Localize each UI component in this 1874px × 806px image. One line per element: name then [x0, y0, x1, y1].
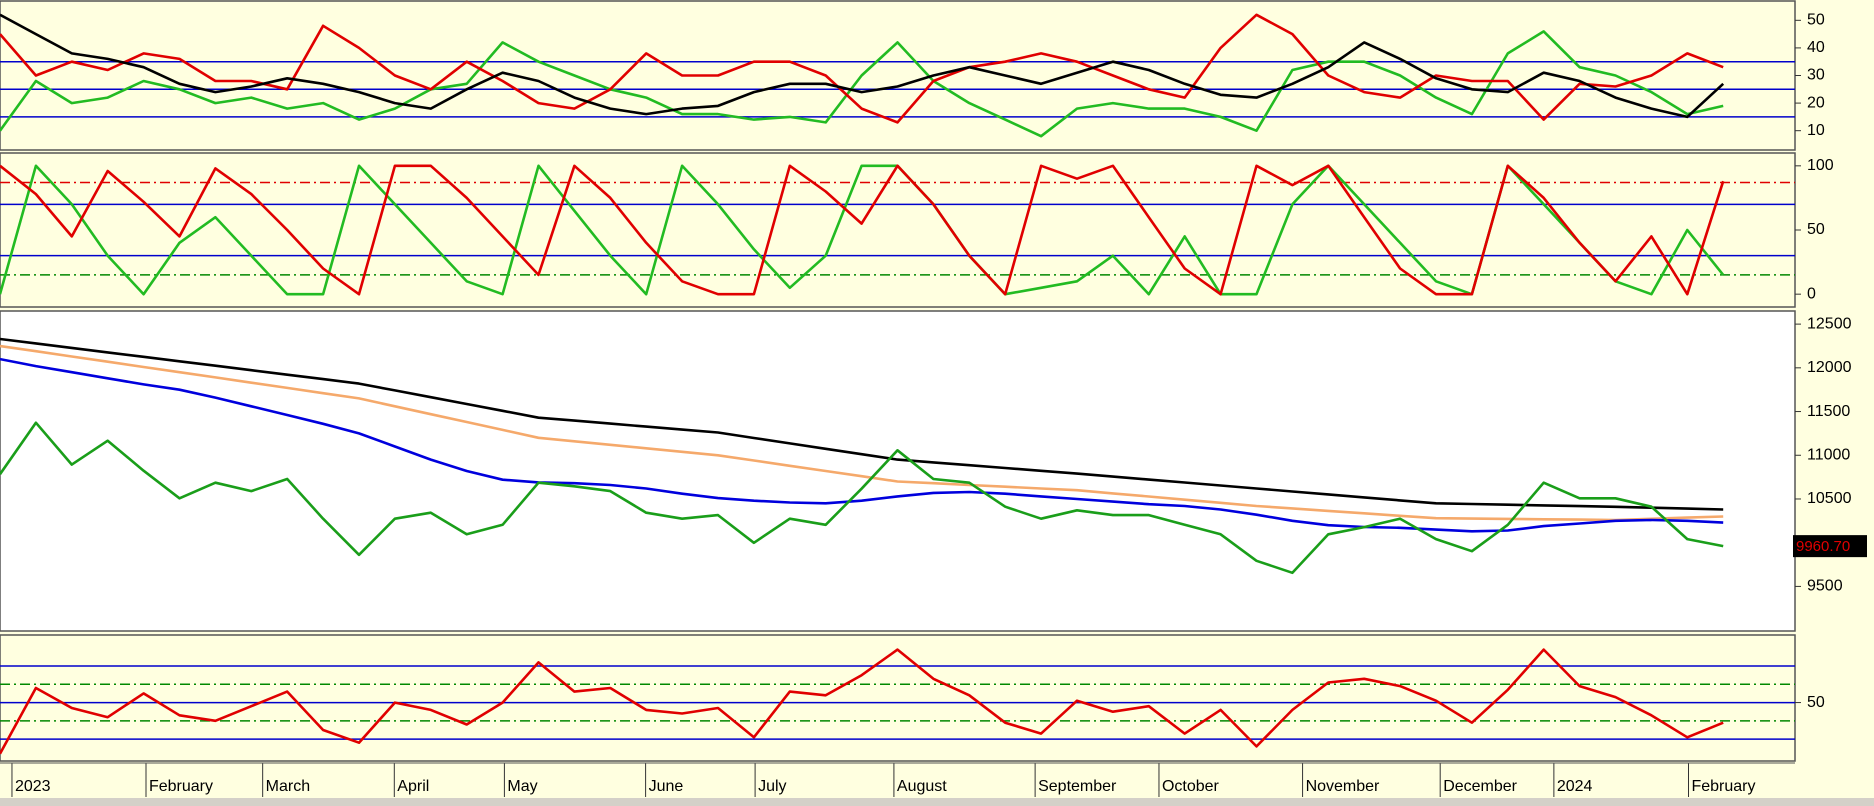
series-line	[0, 357, 1724, 533]
panel-background	[0, 634, 1796, 762]
price-label: 9960.70	[1796, 538, 1850, 555]
x-tick-label: April	[397, 778, 429, 795]
panel-background	[0, 310, 1796, 632]
x-tick-label: August	[897, 778, 947, 795]
x-tick-label: February	[149, 778, 213, 795]
series-line	[0, 30, 1724, 138]
y-tick-label: 40	[1807, 39, 1825, 56]
series-line	[0, 337, 1724, 511]
y-tick-label: 10	[1807, 122, 1825, 139]
series-line	[0, 13, 1724, 124]
x-tick-label: March	[266, 778, 310, 795]
series-line	[0, 164, 1725, 296]
y-tick-label: 10500	[1807, 490, 1852, 507]
y-tick-label: 0	[1807, 285, 1816, 302]
y-tick-label: 50	[1807, 12, 1825, 29]
x-tick-label: July	[758, 778, 786, 795]
y-tick-label: 9500	[1807, 578, 1843, 595]
y-tick-label: 11000	[1807, 446, 1850, 463]
panel-background	[0, 0, 1796, 151]
y-tick-label: 50	[1807, 694, 1825, 711]
x-tick-label: December	[1443, 778, 1517, 795]
series-line	[0, 344, 1724, 522]
y-tick-label: 11500	[1807, 403, 1850, 420]
x-tick-label: June	[649, 778, 684, 795]
y-tick-label: 12500	[1807, 315, 1852, 332]
x-tick-label: November	[1306, 778, 1380, 795]
series-line	[0, 648, 1724, 755]
series-line	[0, 421, 1724, 575]
x-tick-label: September	[1038, 778, 1117, 795]
panel-background	[0, 152, 1796, 308]
y-tick-label: 100	[1807, 157, 1834, 174]
x-tick-label: October	[1162, 778, 1220, 795]
y-tick-label: 12000	[1807, 359, 1852, 376]
x-tick-label: 2024	[1557, 778, 1593, 795]
x-tick-label: February	[1691, 778, 1755, 795]
series-line	[0, 164, 1725, 296]
x-tick-label: 2023	[15, 778, 51, 795]
y-tick-label: 30	[1807, 67, 1825, 84]
scroll-strip	[0, 798, 1874, 806]
y-tick-label: 20	[1807, 94, 1825, 111]
y-tick-label: 50	[1807, 221, 1825, 238]
price-marker	[1793, 535, 1867, 558]
series-line	[0, 13, 1725, 119]
x-tick-label: May	[507, 778, 537, 795]
